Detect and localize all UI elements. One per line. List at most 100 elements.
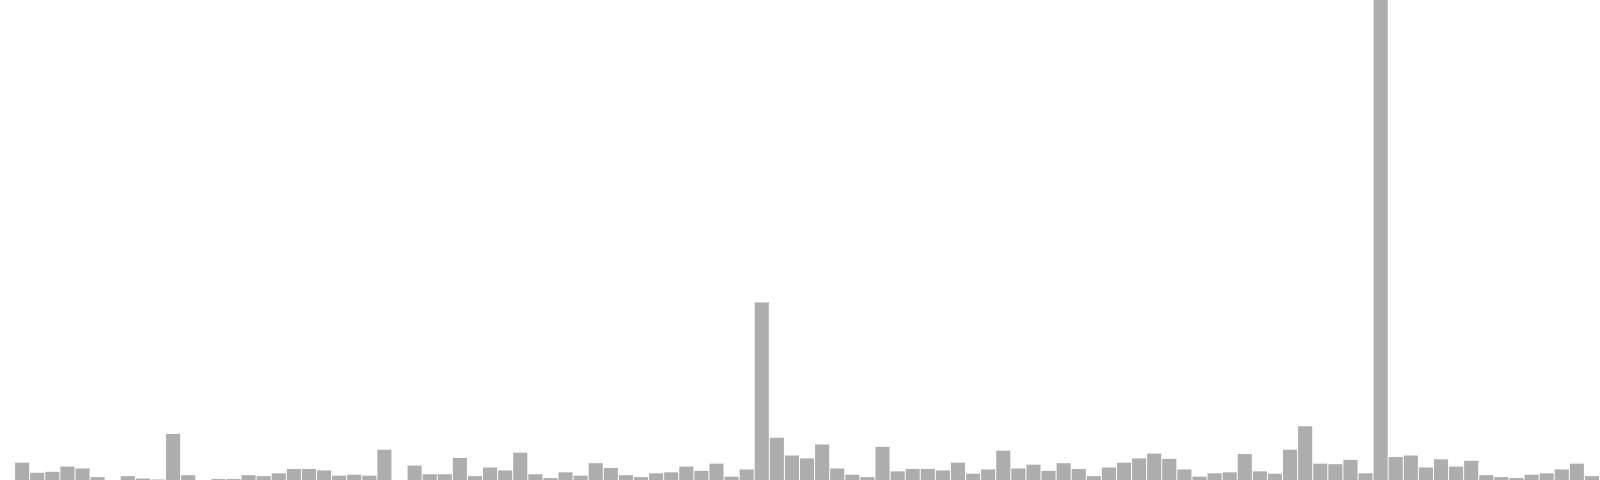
bar-11 [166,433,181,480]
bar-103 [1554,469,1569,480]
bar-104 [1569,463,1584,480]
bar-27 [407,465,422,480]
bar-93 [1403,455,1418,480]
bar-77 [1162,458,1177,480]
bar-44 [664,472,679,480]
bar-90 [1358,473,1373,480]
bar-32 [483,467,498,480]
bar-82 [1237,454,1252,480]
bar-63 [950,462,966,480]
bar-100 [1509,478,1524,480]
bar-40 [603,468,618,480]
bar-55 [830,468,845,480]
bar-18 [271,473,286,480]
bar-51 [769,437,784,480]
bar-83 [1252,471,1267,480]
bar-92 [1388,456,1403,480]
bar-99 [1494,477,1509,480]
bar-50 [754,302,769,480]
bar-66 [996,450,1011,480]
bar-4 [60,466,75,480]
bar-60 [905,468,920,480]
bar-78 [1177,469,1192,480]
bar-64 [966,473,981,480]
bar-67 [1011,468,1026,480]
bar-96 [1449,466,1464,480]
bar-89 [1343,459,1358,480]
bar-105 [1584,476,1599,480]
bar-21 [316,470,332,480]
bar-43 [649,473,664,480]
bar-22 [332,475,347,480]
bar-9 [135,478,150,480]
bar-70 [1056,463,1071,480]
bar-41 [618,475,633,480]
bar-85 [1283,449,1298,480]
bar-6 [90,477,105,480]
bar-16 [241,475,256,480]
bar-24 [362,475,377,480]
bar-91 [1373,0,1388,480]
bar-36 [543,478,558,480]
bar-56 [845,474,860,480]
bar-97 [1464,460,1479,480]
bar-39 [588,463,603,480]
bar-3 [45,471,60,480]
bar-75 [1132,458,1147,480]
bar-81 [1222,472,1237,480]
bar-48 [724,476,739,480]
bar-28 [422,474,437,480]
bar-1 [15,462,30,480]
bar-68 [1026,464,1041,480]
bar-29 [437,474,452,480]
bar-37 [558,472,573,480]
bar-53 [800,458,815,480]
bar-61 [920,468,935,480]
bar-38 [573,475,588,480]
bar-46 [694,470,709,480]
bar-88 [1328,464,1343,480]
bar-94 [1418,467,1433,480]
bar-20 [301,468,316,480]
bar-72 [1086,476,1101,480]
bar-57 [860,477,875,480]
bar-47 [709,463,724,480]
bar-12 [181,475,196,480]
bar-101 [1524,474,1539,480]
bar-19 [286,468,301,480]
bar-79 [1192,476,1207,480]
bar-33 [498,470,513,480]
bar-76 [1147,453,1162,480]
bar-65 [981,469,996,480]
bar-86 [1298,426,1313,480]
bar-25 [377,449,392,480]
bar-49 [739,469,754,480]
bar-73 [1101,467,1116,480]
bars-group [15,0,1599,480]
bar-35 [528,474,543,480]
bar-2 [30,472,45,480]
bar-45 [679,466,694,480]
bar-31 [467,476,483,480]
bar-69 [1041,470,1056,480]
bar-59 [890,471,905,480]
bar-95 [1433,459,1449,480]
bar-58 [875,446,890,480]
bar-17 [256,476,271,480]
bar-84 [1267,473,1283,480]
bar-87 [1313,463,1328,480]
bar-34 [513,452,528,480]
bar-8 [120,476,135,480]
bar-71 [1071,468,1086,480]
bar-98 [1479,475,1494,480]
bar-102 [1539,473,1554,480]
bar-5 [75,468,90,480]
bar-42 [633,477,649,480]
bar-30 [452,457,467,480]
bar-52 [784,455,799,480]
bar-74 [1116,462,1132,480]
bar-62 [935,470,950,480]
bar-23 [347,474,362,480]
bar-80 [1207,473,1222,480]
